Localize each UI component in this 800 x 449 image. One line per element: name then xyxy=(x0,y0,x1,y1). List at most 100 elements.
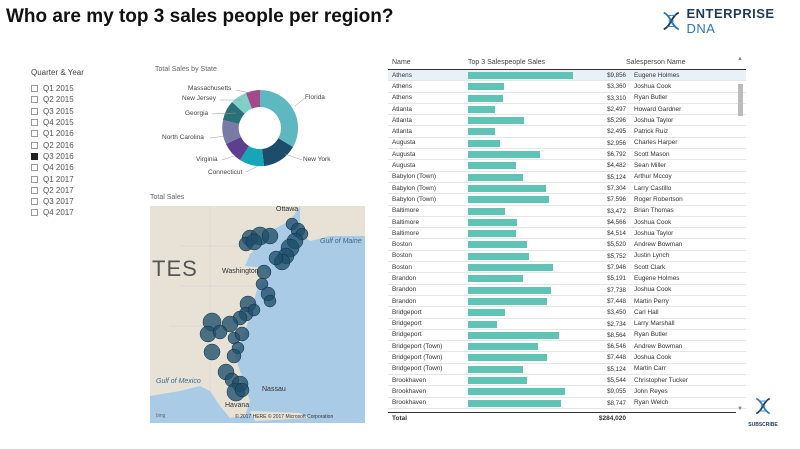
slicer-checkbox[interactable] xyxy=(31,141,38,149)
slicer-checkbox[interactable] xyxy=(31,186,38,194)
table-row[interactable]: Atlanta $2,497 Howard Gardner xyxy=(388,104,746,116)
scroll-thumb[interactable] xyxy=(738,84,743,116)
map-bubble[interactable] xyxy=(234,326,250,342)
sales-bar xyxy=(468,128,495,136)
map-bubble[interactable] xyxy=(261,227,279,245)
table-row[interactable]: Bridgeport (Town) $5,124 Martin Carr xyxy=(388,364,746,376)
slice-new-jersey xyxy=(232,93,252,114)
cell-salesperson: Joshua Cook xyxy=(634,82,672,90)
sales-value: $7,596 xyxy=(607,196,626,204)
map-bubble[interactable] xyxy=(203,343,221,361)
table-row[interactable]: Augusta $2,956 Charles Harper xyxy=(388,138,746,150)
map-bubble[interactable] xyxy=(256,264,272,280)
cell-sales: $7,304 xyxy=(468,183,626,193)
table-row[interactable]: Bridgeport $8,564 Ryan Butler xyxy=(388,330,746,342)
slicer-checkbox[interactable] xyxy=(31,175,38,183)
cell-sales: $7,596 xyxy=(468,194,626,204)
sales-value: $4,482 xyxy=(607,162,626,170)
col-header-salesperson[interactable]: Salesperson Name xyxy=(626,59,686,66)
slicer-item[interactable]: Q1 2017 xyxy=(31,173,131,184)
slicer-item-label: Q2 2017 xyxy=(43,185,74,195)
slicer-checkbox[interactable] xyxy=(31,96,38,104)
table-row[interactable]: Boston $5,752 Justin Lynch xyxy=(388,251,746,263)
table-row[interactable]: Brookhaven $8,747 Ryan Welch xyxy=(388,398,746,409)
table-row[interactable]: Babylon (Town) $7,596 Roger Robertson xyxy=(388,194,746,206)
table-row[interactable]: Baltimore $4,514 Joshua Taylor xyxy=(388,228,746,240)
table-row[interactable]: Atlanta $5,296 Joshua Taylor xyxy=(388,115,746,127)
slicer-checkbox[interactable] xyxy=(31,85,38,93)
table-row[interactable]: Athens $3,360 Joshua Cook xyxy=(388,81,746,93)
map-bubble[interactable] xyxy=(245,233,263,251)
col-header-name[interactable]: Name xyxy=(392,59,411,66)
slicer-item[interactable]: Q4 2017 xyxy=(31,207,131,218)
slicer-item[interactable]: Q1 2015 xyxy=(31,83,131,94)
table-row[interactable]: Boston $7,946 Scott Clark xyxy=(388,262,746,274)
table-row[interactable]: Brandon $7,448 Martin Perry xyxy=(388,296,746,308)
slicer-item[interactable]: Q1 2016 xyxy=(31,128,131,139)
map-bubble[interactable] xyxy=(234,382,250,398)
col-header-sales[interactable]: Top 3 Salespeople Sales xyxy=(468,59,546,66)
table-row[interactable]: Bridgeport (Town) $6,546 Andrew Bowman xyxy=(388,341,746,353)
cell-name: Babylon (Town) xyxy=(392,195,437,203)
table-row[interactable]: Boston $5,520 Andrew Bowman xyxy=(388,239,746,251)
cell-salesperson: Christopher Tucker xyxy=(634,376,688,384)
sales-bar xyxy=(468,354,548,362)
slicer-checkbox[interactable] xyxy=(31,164,38,172)
cell-salesperson: Ryan Welch xyxy=(634,399,669,407)
slicer-checkbox[interactable] xyxy=(31,152,38,160)
table-row[interactable]: Brandon $5,191 Eugene Holmes xyxy=(388,273,746,285)
table-row[interactable]: Brookhaven $9,055 John Reyes xyxy=(388,386,746,398)
slicer-item[interactable]: Q2 2015 xyxy=(31,94,131,105)
cell-sales: $2,497 xyxy=(468,104,626,114)
table-row[interactable]: Atlanta $2,495 Patrick Ruiz xyxy=(388,126,746,138)
slicer-checkbox[interactable] xyxy=(31,119,38,127)
slicer-item[interactable]: Q4 2015 xyxy=(31,117,131,128)
table-row[interactable]: Bridgeport $3,450 Carl Hall xyxy=(388,307,746,319)
cell-sales: $6,792 xyxy=(468,149,626,159)
map-bubble[interactable] xyxy=(212,324,228,340)
slicer-item[interactable]: Q4 2016 xyxy=(31,162,131,173)
map-bubble[interactable] xyxy=(268,250,284,266)
scroll-up-icon[interactable]: ▲ xyxy=(737,56,743,62)
sales-bar xyxy=(468,275,524,283)
slicer-checkbox[interactable] xyxy=(31,130,38,138)
subscribe-badge[interactable]: SUBSCRIBE xyxy=(746,396,780,428)
slicer-item[interactable]: Q3 2015 xyxy=(31,106,131,117)
table-row[interactable]: Babylon (Town) $7,304 Larry Castillo xyxy=(388,183,746,195)
total-sales-map[interactable]: Ottawa Washington Gulf of Maine Nassau H… xyxy=(150,206,365,423)
slicer-checkbox[interactable] xyxy=(31,198,38,206)
table-row[interactable]: Babylon (Town) $5,124 Arthur Mccoy xyxy=(388,172,746,183)
sales-value: $2,497 xyxy=(607,105,626,113)
slicer-item[interactable]: Q2 2017 xyxy=(31,185,131,196)
table-row[interactable]: Brookhaven $5,544 Christopher Tucker xyxy=(388,375,746,387)
sales-value: $8,564 xyxy=(607,331,626,339)
table-scrollbar[interactable]: ▲ ▼ xyxy=(737,56,744,416)
cell-name: Bridgeport (Town) xyxy=(392,365,443,373)
table-row[interactable]: Athens $3,310 Ryan Butler xyxy=(388,93,746,104)
sales-bar xyxy=(468,252,530,260)
table-row[interactable]: Baltimore $3,472 Brian Thomas xyxy=(388,206,746,217)
sales-value: $2,734 xyxy=(607,320,626,328)
slicer-item[interactable]: Q3 2016 xyxy=(31,151,131,162)
table-row[interactable]: Baltimore $4,566 Joshua Cook xyxy=(388,217,746,229)
scroll-down-icon[interactable]: ▼ xyxy=(737,406,743,412)
map-bubble[interactable] xyxy=(226,348,242,364)
cell-salesperson: Carl Hall xyxy=(634,308,659,316)
map-label-country: TES xyxy=(152,256,198,281)
table-row[interactable]: Augusta $6,792 Scott Mason xyxy=(388,149,746,161)
sales-value: $7,448 xyxy=(607,354,626,362)
table-row[interactable]: Brandon $7,738 Joshua Cook xyxy=(388,285,746,296)
cell-salesperson: Larry Castillo xyxy=(634,184,672,192)
slicer-item[interactable]: Q2 2016 xyxy=(31,139,131,150)
map-bubble[interactable] xyxy=(247,303,261,317)
table-row[interactable]: Augusta $4,482 Sean Miller xyxy=(388,160,746,172)
table-row[interactable]: Athens $9,856 Eugene Holmes xyxy=(388,70,746,82)
table-row[interactable]: Bridgeport $2,734 Larry Marshall xyxy=(388,319,746,330)
table-row[interactable]: Bridgeport (Town) $7,448 Joshua Cook xyxy=(388,352,746,364)
map-bubble[interactable] xyxy=(263,294,277,308)
slicer-checkbox[interactable] xyxy=(31,107,38,115)
cell-sales: $5,124 xyxy=(468,364,626,374)
table-header: Name Top 3 Salespeople Sales Salesperson… xyxy=(388,56,746,70)
slicer-item[interactable]: Q3 2017 xyxy=(31,196,131,207)
slicer-checkbox[interactable] xyxy=(31,209,38,217)
